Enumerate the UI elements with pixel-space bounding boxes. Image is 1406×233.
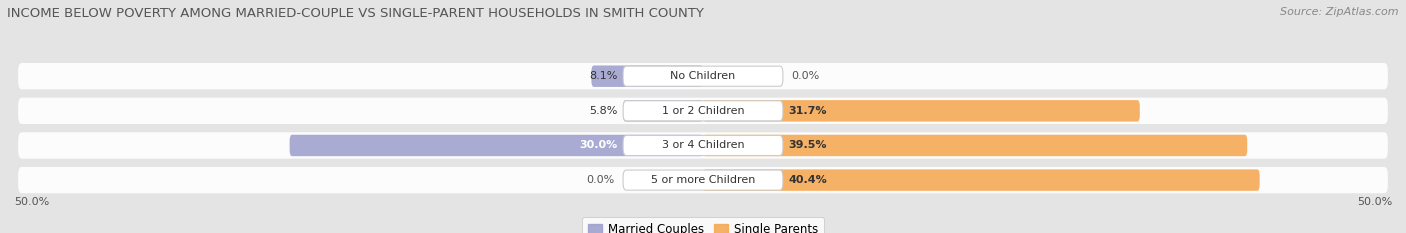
- Text: INCOME BELOW POVERTY AMONG MARRIED-COUPLE VS SINGLE-PARENT HOUSEHOLDS IN SMITH C: INCOME BELOW POVERTY AMONG MARRIED-COUPL…: [7, 7, 704, 20]
- Text: 5 or more Children: 5 or more Children: [651, 175, 755, 185]
- FancyBboxPatch shape: [703, 135, 1247, 156]
- FancyBboxPatch shape: [623, 170, 783, 190]
- Legend: Married Couples, Single Parents: Married Couples, Single Parents: [582, 217, 824, 233]
- FancyBboxPatch shape: [623, 100, 703, 122]
- Text: 31.7%: 31.7%: [789, 106, 827, 116]
- Text: 40.4%: 40.4%: [789, 175, 827, 185]
- Text: 50.0%: 50.0%: [14, 197, 49, 207]
- FancyBboxPatch shape: [18, 167, 1388, 193]
- FancyBboxPatch shape: [703, 169, 1260, 191]
- FancyBboxPatch shape: [290, 135, 703, 156]
- FancyBboxPatch shape: [18, 63, 1388, 89]
- FancyBboxPatch shape: [592, 65, 703, 87]
- FancyBboxPatch shape: [703, 100, 1140, 122]
- Text: 39.5%: 39.5%: [789, 140, 827, 151]
- FancyBboxPatch shape: [18, 98, 1388, 124]
- Text: Source: ZipAtlas.com: Source: ZipAtlas.com: [1281, 7, 1399, 17]
- Text: 5.8%: 5.8%: [589, 106, 617, 116]
- FancyBboxPatch shape: [623, 101, 783, 121]
- Text: 3 or 4 Children: 3 or 4 Children: [662, 140, 744, 151]
- FancyBboxPatch shape: [18, 132, 1388, 159]
- Text: 8.1%: 8.1%: [589, 71, 617, 81]
- Text: No Children: No Children: [671, 71, 735, 81]
- Text: 30.0%: 30.0%: [579, 140, 617, 151]
- FancyBboxPatch shape: [623, 66, 783, 86]
- Text: 1 or 2 Children: 1 or 2 Children: [662, 106, 744, 116]
- Text: 0.0%: 0.0%: [792, 71, 820, 81]
- FancyBboxPatch shape: [623, 135, 783, 155]
- Text: 50.0%: 50.0%: [1357, 197, 1392, 207]
- Text: 0.0%: 0.0%: [586, 175, 614, 185]
